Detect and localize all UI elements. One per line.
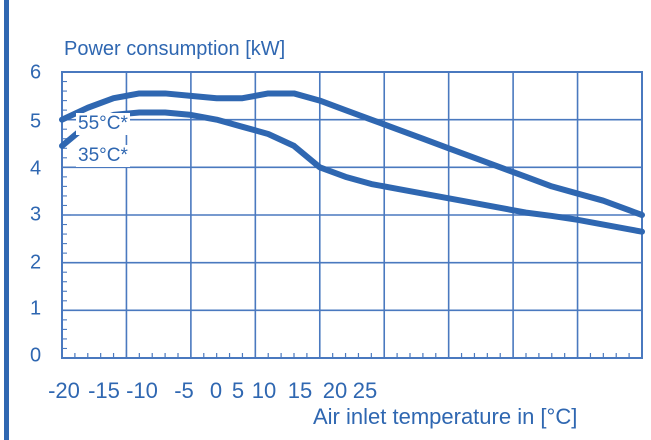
series-line-35c [59,109,645,235]
y-tick-label-layer: 0 1 2 3 4 5 6 [30,61,41,366]
left-vertical-rule [4,0,9,440]
grid-layer [61,71,643,359]
x-tick-label: -5 [174,378,194,403]
y-tick-label: 6 [30,61,41,83]
x-tick-label: 10 [252,378,276,403]
y-tick-label: 0 [30,344,41,366]
y-tick-label: 2 [30,251,41,273]
axis-ticks-layer [61,71,643,359]
y-tick-label: 4 [30,157,41,179]
x-tick-label: 0 [210,378,222,403]
x-tick-label: 20 [323,378,347,403]
series-layer [59,90,645,235]
x-tick-label: -10 [126,378,158,403]
x-tick-label: 25 [353,378,377,403]
y-tick-label: 3 [30,203,41,225]
series-label-35c: 35°C* [76,145,130,167]
series-label-55c: 55°C* [76,113,130,135]
x-tick-label: -20 [48,378,80,403]
x-tick-label-layer: -20 -15 -10 -5 0 5 10 15 20 25 [48,378,377,403]
chart-title: Power consumption [kW] [64,38,286,60]
x-tick-label: -15 [88,378,120,403]
x-tick-label: 5 [232,378,244,403]
y-tick-label: 1 [30,297,41,319]
x-axis-label: Air inlet temperature in [°C] [313,404,578,429]
series-line-55c [59,90,645,218]
y-tick-label: 5 [30,110,41,132]
x-tick-label: 15 [288,378,312,403]
